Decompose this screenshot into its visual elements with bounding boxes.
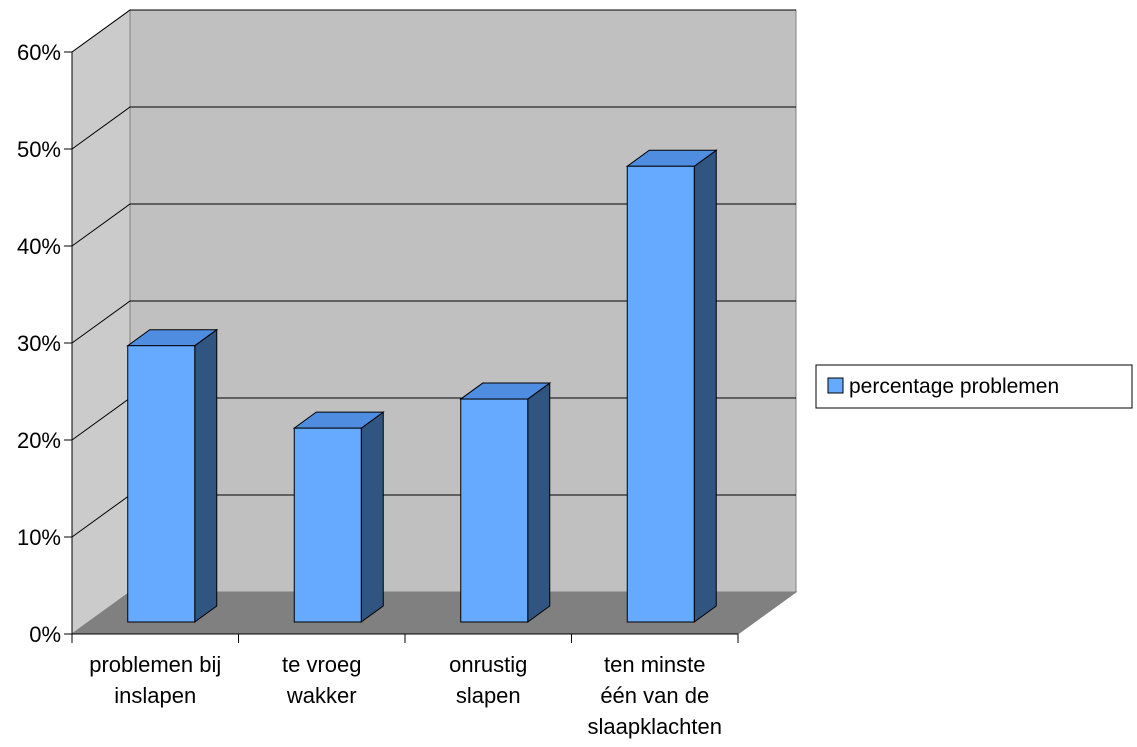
bar-front xyxy=(127,345,196,623)
legend-swatch xyxy=(827,377,844,394)
y-tick-label: 20% xyxy=(17,428,61,453)
y-tick-label: 30% xyxy=(17,331,61,356)
category-label: onrustig slapen xyxy=(449,652,527,708)
y-tick-label: 0% xyxy=(29,622,61,647)
category-label: problemen bij inslapen xyxy=(89,652,221,708)
legend: percentage problemen xyxy=(815,364,1133,409)
bar-front xyxy=(293,427,362,623)
bar xyxy=(126,328,219,623)
y-tick-label: 40% xyxy=(17,234,61,259)
legend-box xyxy=(815,364,1133,409)
y-tick-label: 10% xyxy=(17,525,61,550)
y-tick-label: 60% xyxy=(17,40,61,65)
bar-front xyxy=(460,398,529,623)
bar-side xyxy=(527,382,551,623)
bar-front xyxy=(626,165,695,623)
bar xyxy=(292,411,385,623)
gridline xyxy=(71,9,796,53)
bar xyxy=(459,382,552,623)
y-tick-label: 50% xyxy=(17,137,61,162)
gridline xyxy=(71,300,796,344)
bar xyxy=(625,149,718,623)
legend-label: percentage problemen xyxy=(849,375,1059,398)
bar-side xyxy=(693,149,717,623)
bar-side xyxy=(360,411,384,623)
bar-side xyxy=(194,328,218,623)
gridline xyxy=(71,106,796,150)
category-label: ten minste één van de slaapklachten xyxy=(587,652,722,739)
category-label: te vroeg wakker xyxy=(282,652,362,708)
gridline xyxy=(71,203,796,247)
